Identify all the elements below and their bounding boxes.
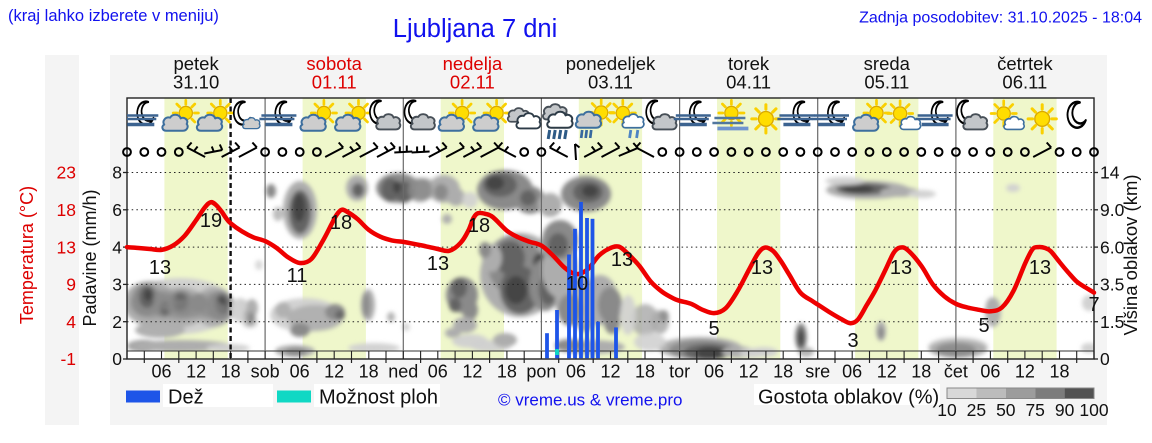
svg-text:13: 13 <box>427 253 449 275</box>
svg-text:50: 50 <box>996 400 1016 420</box>
svg-text:5: 5 <box>708 318 719 340</box>
svg-text:12: 12 <box>1015 362 1035 382</box>
svg-text:10: 10 <box>566 273 588 295</box>
svg-text:06: 06 <box>290 362 310 382</box>
svg-text:06: 06 <box>704 362 724 382</box>
svg-text:ponedeljek: ponedeljek <box>566 53 656 74</box>
svg-text:18: 18 <box>497 362 517 382</box>
svg-text:19: 19 <box>200 210 222 232</box>
svg-text:1.5: 1.5 <box>1100 312 1124 332</box>
svg-text:10: 10 <box>937 400 957 420</box>
svg-text:06: 06 <box>566 362 586 382</box>
svg-text:6: 6 <box>112 200 122 220</box>
svg-text:18: 18 <box>57 200 76 220</box>
svg-text:06: 06 <box>842 362 862 382</box>
svg-text:05.11: 05.11 <box>864 72 909 93</box>
svg-text:pon: pon <box>526 362 556 382</box>
svg-text:Temperatura (°C): Temperatura (°C) <box>17 186 37 324</box>
svg-text:04.11: 04.11 <box>726 72 771 93</box>
svg-text:4: 4 <box>66 312 76 332</box>
svg-text:sob: sob <box>251 362 280 382</box>
svg-text:Možnost ploh: Možnost ploh <box>319 387 438 409</box>
svg-text:Gostota oblakov (%): Gostota oblakov (%) <box>758 387 939 409</box>
svg-text:6.0: 6.0 <box>1100 237 1125 257</box>
svg-text:sre: sre <box>805 362 830 382</box>
svg-text:8: 8 <box>112 163 122 183</box>
svg-text:Padavine (mm/h): Padavine (mm/h) <box>80 189 100 326</box>
svg-text:2: 2 <box>112 312 122 332</box>
svg-text:Ljubljana 7 dni: Ljubljana 7 dni <box>393 15 557 43</box>
svg-text:18: 18 <box>635 362 655 382</box>
svg-text:31.10: 31.10 <box>173 72 219 93</box>
svg-text:Zadnja posodobitev: 31.10.2025: Zadnja posodobitev: 31.10.2025 - 18:04 <box>859 10 1142 27</box>
svg-text:4: 4 <box>112 237 122 257</box>
svg-text:12: 12 <box>462 362 482 382</box>
svg-text:13: 13 <box>890 257 912 279</box>
svg-text:75: 75 <box>1025 400 1044 420</box>
svg-text:100: 100 <box>1079 400 1108 420</box>
svg-text:06: 06 <box>428 362 448 382</box>
svg-text:18: 18 <box>359 362 379 382</box>
svg-text:© vreme.us & vreme.pro: © vreme.us & vreme.pro <box>498 391 682 410</box>
svg-text:9: 9 <box>66 275 76 295</box>
svg-text:13: 13 <box>149 257 171 279</box>
svg-text:25: 25 <box>967 400 986 420</box>
svg-text:ned: ned <box>388 362 418 382</box>
svg-text:18: 18 <box>1049 362 1069 382</box>
svg-text:11: 11 <box>287 265 308 287</box>
svg-text:12: 12 <box>600 362 620 382</box>
svg-text:90: 90 <box>1055 400 1075 420</box>
svg-text:sreda: sreda <box>864 53 911 74</box>
svg-text:9.0: 9.0 <box>1100 200 1125 220</box>
svg-text:18: 18 <box>468 215 490 237</box>
svg-text:23: 23 <box>57 163 76 183</box>
svg-text:18: 18 <box>221 362 241 382</box>
svg-text:7: 7 <box>1088 294 1099 316</box>
svg-text:Dež: Dež <box>168 387 204 409</box>
svg-text:5: 5 <box>978 315 989 337</box>
svg-text:06: 06 <box>980 362 1000 382</box>
svg-text:čet: čet <box>944 362 968 382</box>
svg-text:12: 12 <box>877 362 897 382</box>
svg-text:13: 13 <box>611 249 633 271</box>
svg-text:03.11: 03.11 <box>588 72 633 93</box>
svg-text:02.11: 02.11 <box>450 72 495 93</box>
svg-text:13: 13 <box>57 237 76 257</box>
svg-text:tor: tor <box>669 362 690 382</box>
svg-text:18: 18 <box>330 212 352 234</box>
svg-text:sobota: sobota <box>306 53 362 74</box>
svg-text:12: 12 <box>186 362 206 382</box>
svg-text:3: 3 <box>847 330 858 352</box>
svg-text:01.11: 01.11 <box>312 72 357 93</box>
svg-text:3: 3 <box>112 275 122 295</box>
svg-text:18: 18 <box>911 362 931 382</box>
svg-text:12: 12 <box>324 362 344 382</box>
svg-text:06: 06 <box>151 362 171 382</box>
svg-text:13: 13 <box>751 257 773 279</box>
svg-text:torek: torek <box>728 53 770 74</box>
svg-text:3.5: 3.5 <box>1100 275 1124 295</box>
svg-text:četrtek: četrtek <box>997 53 1053 74</box>
svg-text:12: 12 <box>739 362 759 382</box>
svg-text:14: 14 <box>1100 163 1120 183</box>
svg-text:-1: -1 <box>60 349 76 369</box>
svg-text:18: 18 <box>773 362 793 382</box>
svg-text:13: 13 <box>1029 257 1051 279</box>
svg-text:nedelja: nedelja <box>443 53 503 74</box>
svg-text:0: 0 <box>112 349 122 369</box>
svg-text:(kraj lahko izberete v meniju): (kraj lahko izberete v meniju) <box>8 7 219 25</box>
svg-text:06.11: 06.11 <box>1002 72 1047 93</box>
svg-text:Višina oblakov (km): Višina oblakov (km) <box>1120 174 1141 335</box>
svg-text:petek: petek <box>173 53 219 74</box>
svg-text:0: 0 <box>1100 349 1110 369</box>
